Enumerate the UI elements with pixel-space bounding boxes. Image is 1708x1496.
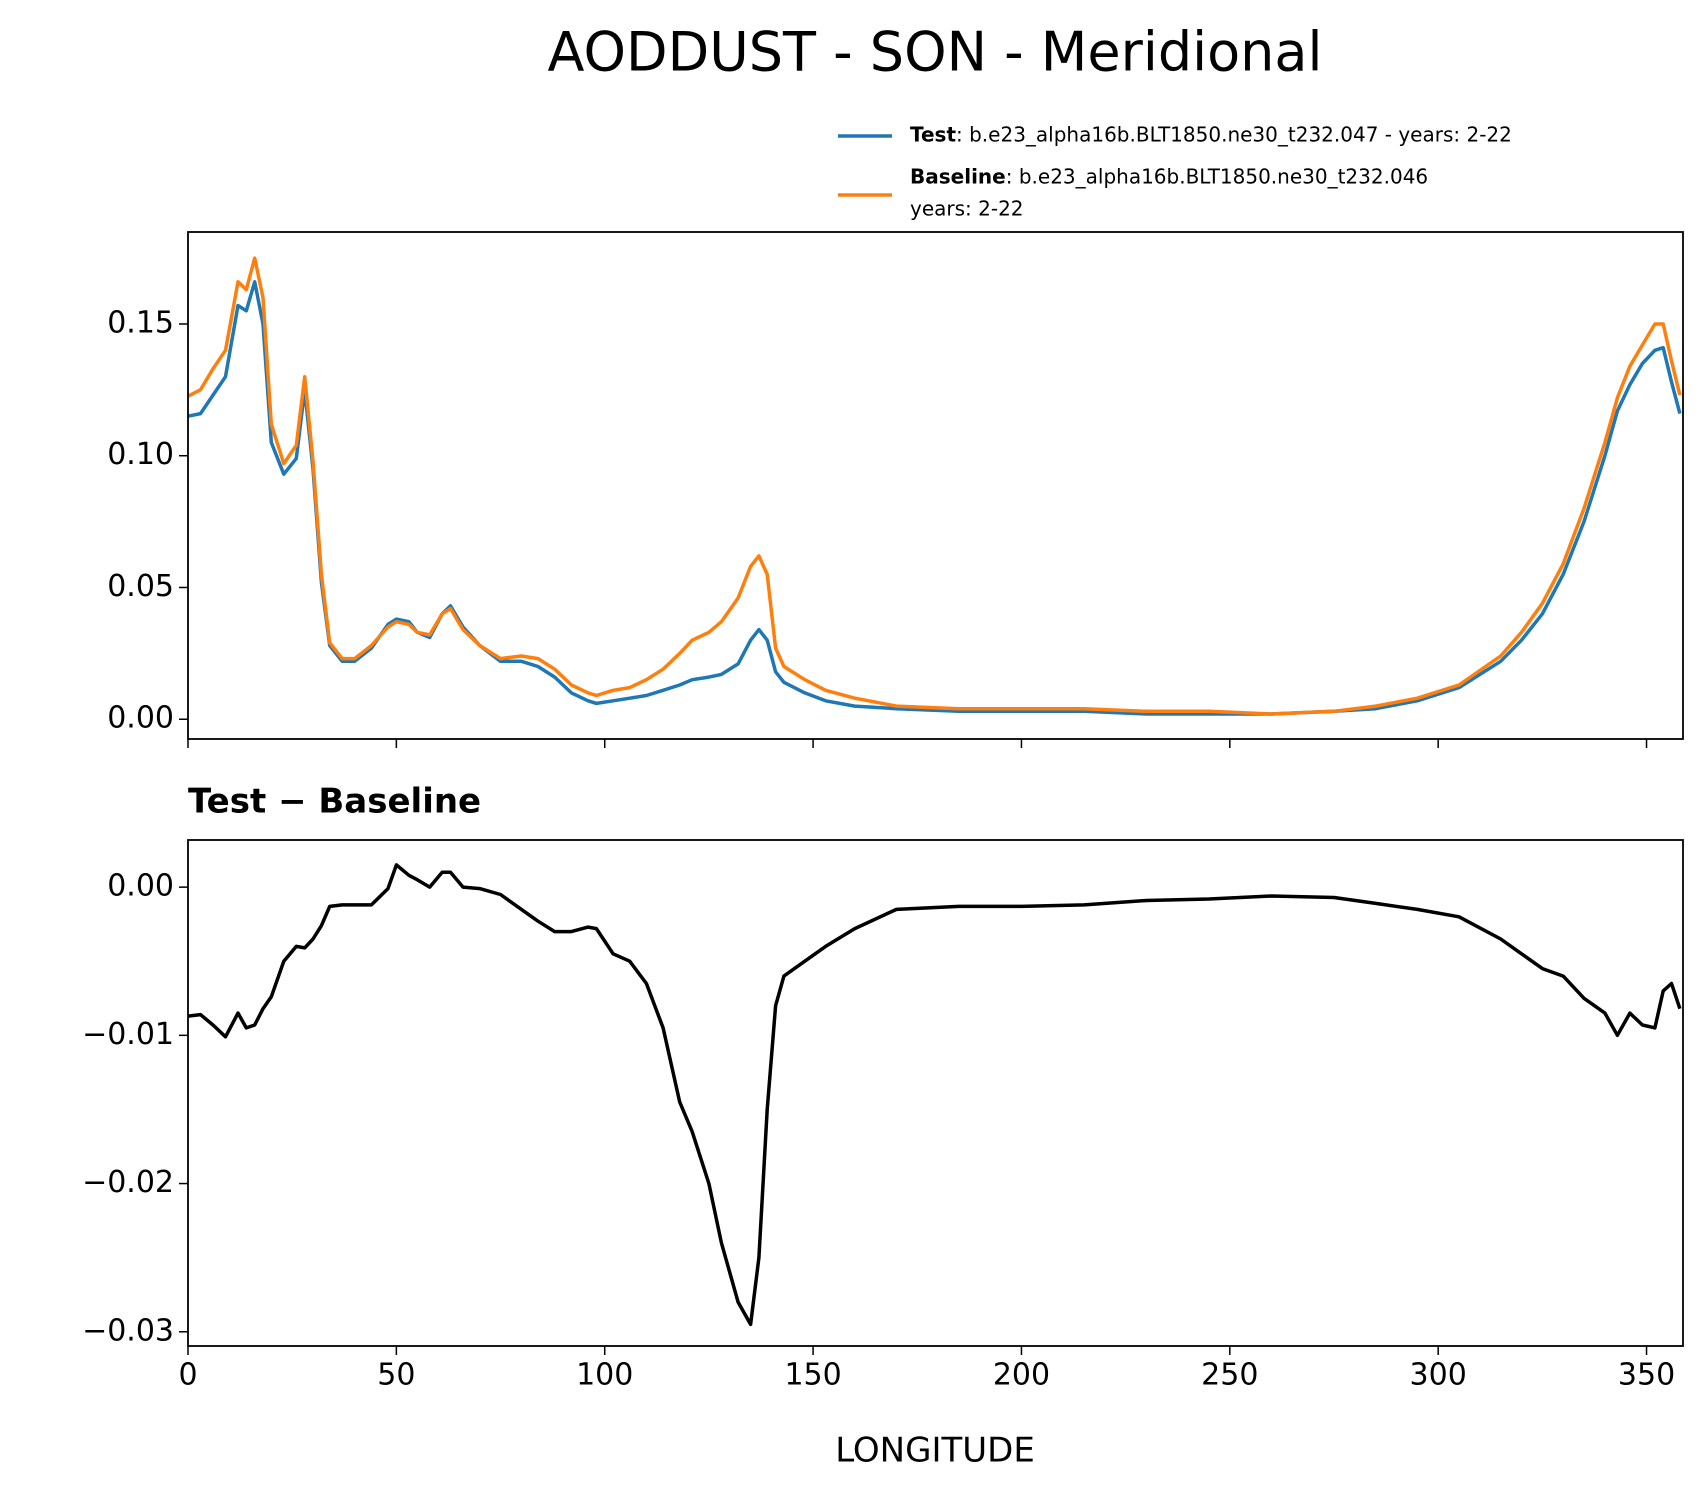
data-line [187, 863, 1682, 1327]
legend-name: Baseline [910, 165, 1006, 189]
data-line [187, 256, 1682, 716]
x-tick-label: 350 [1618, 1358, 1675, 1393]
legend-name: Test [910, 123, 956, 147]
chart-title: AODDUST - SON - Meridional [548, 21, 1323, 84]
legend-label: : b.e23_alpha16b.BLT1850.ne30_t232.046 [1006, 165, 1428, 189]
subtitle: Test − Baseline [188, 782, 481, 822]
x-tick-label: 150 [784, 1358, 841, 1393]
y-tick-label: −0.01 [82, 1017, 174, 1052]
x-tick-label: 200 [993, 1358, 1050, 1393]
y-tick-label: 0.05 [107, 569, 174, 604]
x-axis-label: LONGITUDE [835, 1431, 1035, 1471]
x-tick-label: 0 [178, 1358, 197, 1393]
y-tick-label: 0.10 [107, 437, 174, 472]
axes-frame [187, 839, 1684, 1347]
y-tick-label: −0.02 [82, 1165, 174, 1200]
x-tick-label: 100 [576, 1358, 633, 1393]
x-tick-label: 250 [1201, 1358, 1258, 1393]
x-tick-label: 50 [377, 1358, 415, 1393]
axes-frame [187, 231, 1684, 740]
y-tick-label: −0.03 [82, 1313, 174, 1348]
y-tick-label: 0.00 [107, 869, 174, 904]
x-tick-label: 300 [1410, 1358, 1467, 1393]
y-tick-label: 0.00 [107, 701, 174, 736]
legend-label: years: 2-22 [910, 197, 1024, 221]
y-tick-label: 0.15 [107, 305, 174, 340]
legend-label: : b.e23_alpha16b.BLT1850.ne30_t232.047 -… [956, 123, 1512, 147]
